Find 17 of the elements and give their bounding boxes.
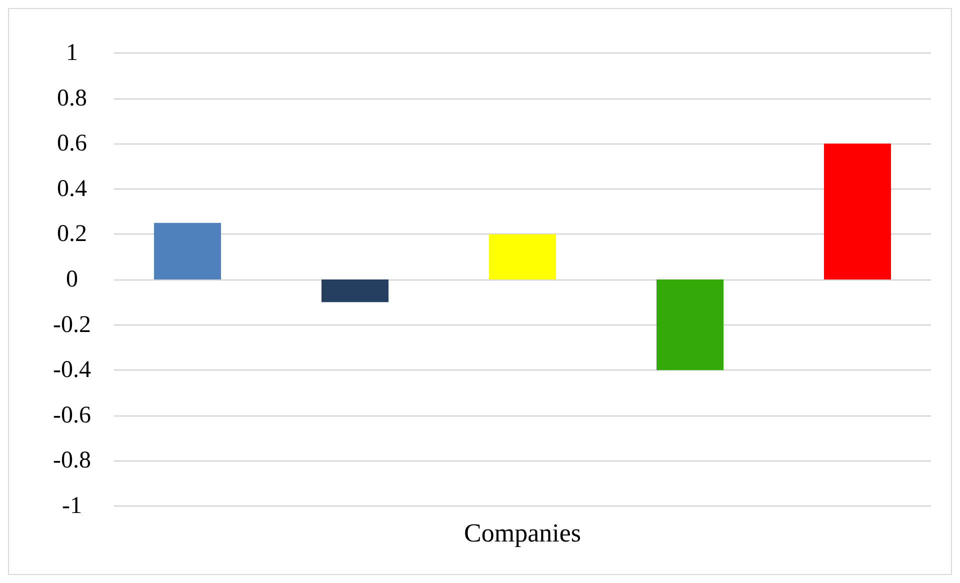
y-tick-label: -0.8 <box>53 448 91 474</box>
y-tick-label: -1 <box>62 493 82 519</box>
y-tick-label: 0.4 <box>57 176 87 202</box>
bar <box>154 222 221 280</box>
y-tick-label: 0.6 <box>57 130 87 157</box>
bar <box>656 280 724 370</box>
y-tick-label: -0.4 <box>53 357 91 384</box>
x-tick-label: Companies <box>464 518 581 548</box>
y-tick-label: 0 <box>66 266 78 292</box>
bar <box>824 144 891 280</box>
y-tick-label: 0.8 <box>57 85 87 112</box>
y-tick-label: 0.2 <box>57 221 87 248</box>
y-tick-label: -0.2 <box>53 312 91 338</box>
bar <box>322 280 388 302</box>
y-tick-label: -0.6 <box>53 402 91 428</box>
bar <box>489 234 556 280</box>
y-tick-label: 1 <box>66 40 78 66</box>
